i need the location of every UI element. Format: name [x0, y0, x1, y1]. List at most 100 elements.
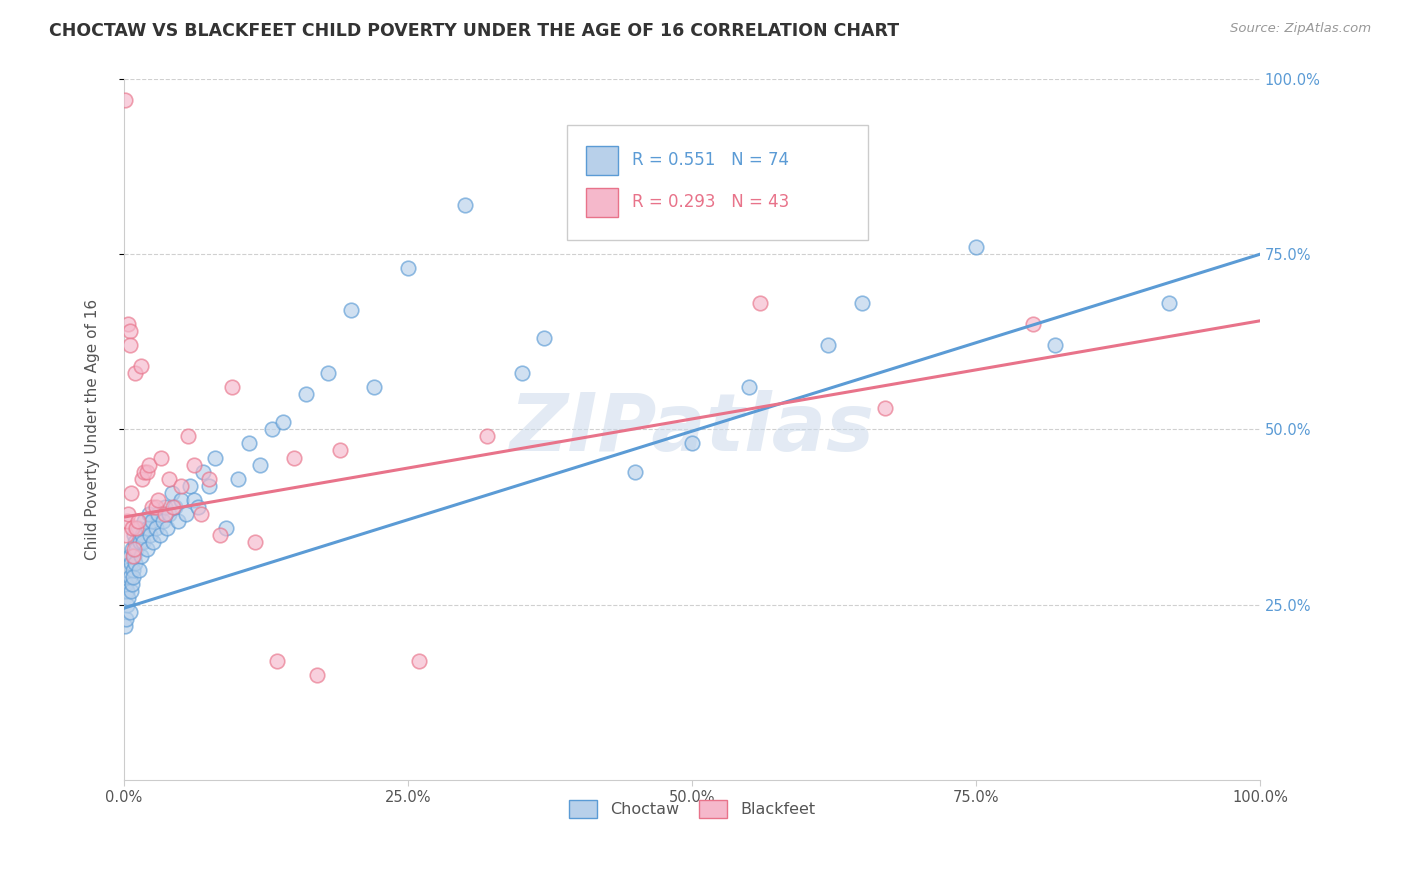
Point [176, 429, 198, 443]
Point [1157, 296, 1180, 310]
Point [249, 458, 271, 472]
Point [129, 359, 152, 374]
Point [198, 471, 221, 485]
Point [132, 534, 155, 549]
Point [150, 450, 173, 465]
FancyBboxPatch shape [567, 125, 868, 240]
Point [122, 569, 145, 583]
Point [145, 500, 167, 514]
Point [153, 507, 176, 521]
Point [146, 492, 169, 507]
Point [153, 500, 176, 514]
Point [160, 485, 183, 500]
Point [152, 514, 174, 528]
Point [117, 591, 139, 605]
Point [183, 458, 205, 472]
Point [118, 549, 141, 563]
Y-axis label: Child Poverty Under the Age of 16: Child Poverty Under the Age of 16 [86, 299, 100, 560]
Point [114, 93, 136, 107]
Point [179, 478, 201, 492]
Point [141, 500, 163, 514]
Point [122, 563, 145, 577]
Point [145, 520, 167, 534]
Point [131, 527, 153, 541]
Point [118, 338, 141, 352]
Point [114, 619, 136, 633]
Text: Source: ZipAtlas.com: Source: ZipAtlas.com [1230, 22, 1371, 36]
Point [209, 527, 232, 541]
Point [122, 527, 145, 541]
Point [157, 471, 180, 485]
Point [120, 583, 142, 598]
Point [117, 507, 139, 521]
Point [115, 612, 138, 626]
Point [128, 534, 150, 549]
Point [149, 527, 172, 541]
Point [965, 240, 987, 254]
Point [749, 296, 772, 310]
Point [477, 429, 499, 443]
Point [122, 549, 145, 563]
Point [170, 492, 193, 507]
Point [221, 380, 243, 394]
Point [138, 458, 160, 472]
Legend: Choctaw, Blackfeet: Choctaw, Blackfeet [562, 793, 821, 824]
Point [1022, 318, 1045, 332]
Point [124, 534, 146, 549]
Point [190, 507, 212, 521]
Point [340, 303, 363, 318]
Text: CHOCTAW VS BLACKFEET CHILD POVERTY UNDER THE AGE OF 16 CORRELATION CHART: CHOCTAW VS BLACKFEET CHILD POVERTY UNDER… [49, 22, 900, 40]
Point [146, 507, 169, 521]
Point [121, 576, 143, 591]
Point [187, 500, 209, 514]
Point [122, 549, 145, 563]
Point [121, 541, 143, 556]
Point [266, 654, 288, 668]
Point [138, 507, 160, 521]
Point [117, 514, 139, 528]
Point [124, 367, 146, 381]
FancyBboxPatch shape [586, 187, 619, 217]
Point [681, 436, 703, 450]
Point [120, 485, 142, 500]
Point [136, 520, 159, 534]
Point [142, 534, 165, 549]
Point [238, 436, 260, 450]
FancyBboxPatch shape [586, 145, 619, 175]
Point [363, 380, 385, 394]
Point [163, 500, 186, 514]
Point [117, 318, 139, 332]
Point [139, 527, 162, 541]
Point [129, 549, 152, 563]
Point [121, 520, 143, 534]
Text: R = 0.293   N = 43: R = 0.293 N = 43 [631, 194, 789, 211]
Point [260, 422, 283, 436]
Point [118, 324, 141, 338]
Point [117, 598, 139, 612]
Point [873, 401, 896, 416]
Point [305, 668, 328, 682]
Point [118, 569, 141, 583]
Point [124, 556, 146, 570]
Point [125, 520, 148, 534]
Point [454, 198, 477, 212]
Point [131, 471, 153, 485]
Point [141, 514, 163, 528]
Point [738, 380, 761, 394]
Point [408, 654, 430, 668]
Point [624, 465, 647, 479]
Point [396, 261, 419, 276]
Point [117, 563, 139, 577]
Point [122, 541, 145, 556]
Point [117, 583, 139, 598]
Point [510, 367, 533, 381]
Point [1045, 338, 1067, 352]
Point [115, 576, 138, 591]
Point [226, 471, 249, 485]
Point [162, 500, 184, 514]
Point [294, 387, 316, 401]
Point [215, 520, 238, 534]
Point [157, 507, 180, 521]
Point [271, 416, 294, 430]
Point [198, 478, 221, 492]
